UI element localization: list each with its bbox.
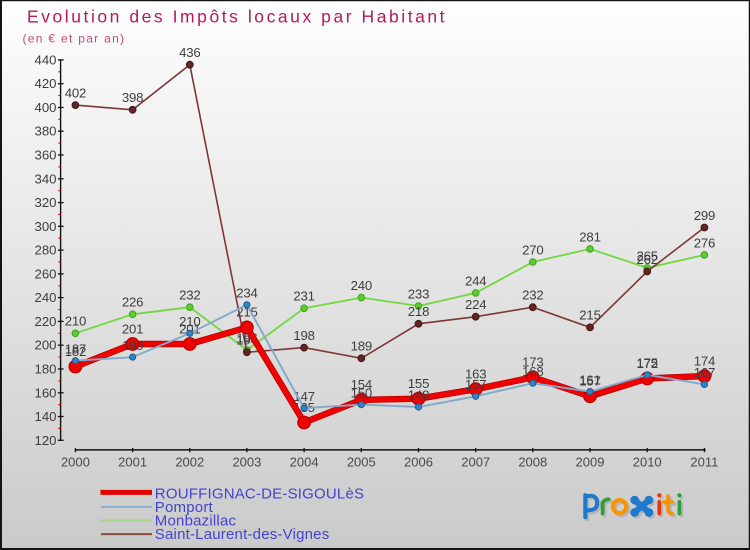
- svg-text:265: 265: [636, 248, 657, 263]
- svg-text:200: 200: [34, 338, 56, 353]
- svg-text:299: 299: [694, 208, 715, 223]
- svg-text:220: 220: [34, 314, 56, 329]
- svg-text:ROUFFIGNAC-DE-SIGOULèS: ROUFFIGNAC-DE-SIGOULèS: [155, 485, 364, 502]
- svg-text:2001: 2001: [118, 454, 147, 469]
- svg-text:175: 175: [636, 356, 657, 371]
- svg-text:270: 270: [522, 242, 543, 257]
- svg-text:400: 400: [34, 100, 56, 115]
- svg-text:240: 240: [34, 290, 56, 305]
- svg-text:Monbazillac: Monbazillac: [155, 513, 237, 530]
- svg-text:232: 232: [179, 288, 200, 303]
- svg-text:154: 154: [351, 377, 372, 392]
- svg-text:190: 190: [122, 338, 143, 353]
- svg-text:189: 189: [351, 339, 372, 354]
- svg-text:168: 168: [522, 364, 543, 379]
- svg-text:2003: 2003: [232, 454, 261, 469]
- svg-text:201: 201: [179, 321, 200, 336]
- svg-text:150: 150: [351, 385, 372, 400]
- svg-text:380: 380: [34, 124, 56, 139]
- svg-text:215: 215: [579, 308, 600, 323]
- svg-text:(en € et par an): (en € et par an): [23, 31, 126, 45]
- svg-text:2006: 2006: [404, 454, 433, 469]
- svg-text:280: 280: [34, 243, 56, 258]
- svg-text:201: 201: [122, 321, 143, 336]
- svg-text:172: 172: [636, 356, 657, 371]
- svg-text:2010: 2010: [633, 454, 662, 469]
- svg-text:231: 231: [293, 289, 314, 304]
- svg-text:320: 320: [34, 195, 56, 210]
- svg-text:262: 262: [636, 252, 657, 267]
- svg-text:244: 244: [465, 273, 486, 288]
- svg-text:173: 173: [522, 355, 543, 370]
- svg-text:120: 120: [34, 433, 56, 448]
- svg-text:140: 140: [34, 409, 56, 424]
- svg-text:Saint-Laurent-des-Vignes: Saint-Laurent-des-Vignes: [155, 526, 330, 543]
- svg-text:226: 226: [122, 295, 143, 310]
- svg-text:210: 210: [179, 314, 200, 329]
- svg-text:2008: 2008: [518, 454, 547, 469]
- svg-text:240: 240: [351, 278, 372, 293]
- svg-text:157: 157: [465, 377, 486, 392]
- svg-text:182: 182: [65, 344, 86, 359]
- svg-text:233: 233: [408, 286, 429, 301]
- svg-text:398: 398: [122, 90, 143, 105]
- svg-text:234: 234: [236, 286, 257, 301]
- svg-text:187: 187: [65, 341, 86, 356]
- svg-text:360: 360: [34, 148, 56, 163]
- svg-text:180: 180: [34, 362, 56, 377]
- svg-text:Pomport: Pomport: [155, 499, 214, 516]
- svg-text:163: 163: [465, 367, 486, 382]
- svg-text:281: 281: [579, 229, 600, 244]
- svg-text:2000: 2000: [61, 454, 90, 469]
- svg-text:167: 167: [694, 365, 715, 380]
- svg-text:300: 300: [34, 219, 56, 234]
- svg-text:160: 160: [34, 385, 56, 400]
- svg-text:2011: 2011: [690, 454, 718, 469]
- svg-text:436: 436: [179, 45, 200, 60]
- svg-text:2009: 2009: [576, 454, 605, 469]
- svg-text:174: 174: [694, 353, 715, 368]
- svg-text:402: 402: [65, 85, 86, 100]
- svg-text:148: 148: [408, 388, 429, 403]
- svg-text:198: 198: [293, 328, 314, 343]
- svg-text:155: 155: [408, 376, 429, 391]
- svg-text:210: 210: [65, 314, 86, 329]
- svg-text:224: 224: [465, 297, 486, 312]
- svg-text:340: 340: [34, 171, 56, 186]
- svg-text:440: 440: [34, 52, 56, 67]
- svg-text:157: 157: [579, 374, 600, 389]
- svg-text:420: 420: [34, 76, 56, 91]
- svg-text:260: 260: [34, 266, 56, 281]
- svg-text:161: 161: [579, 372, 600, 387]
- svg-text:2007: 2007: [461, 454, 490, 469]
- svg-text:2002: 2002: [175, 454, 204, 469]
- svg-text:232: 232: [522, 288, 543, 303]
- svg-text:218: 218: [408, 304, 429, 319]
- svg-text:2005: 2005: [347, 454, 376, 469]
- svg-text:2004: 2004: [290, 454, 319, 469]
- svg-text:Evolution des Impôts locaux pa: Evolution des Impôts locaux par Habitant: [27, 6, 447, 26]
- svg-text:276: 276: [694, 235, 715, 250]
